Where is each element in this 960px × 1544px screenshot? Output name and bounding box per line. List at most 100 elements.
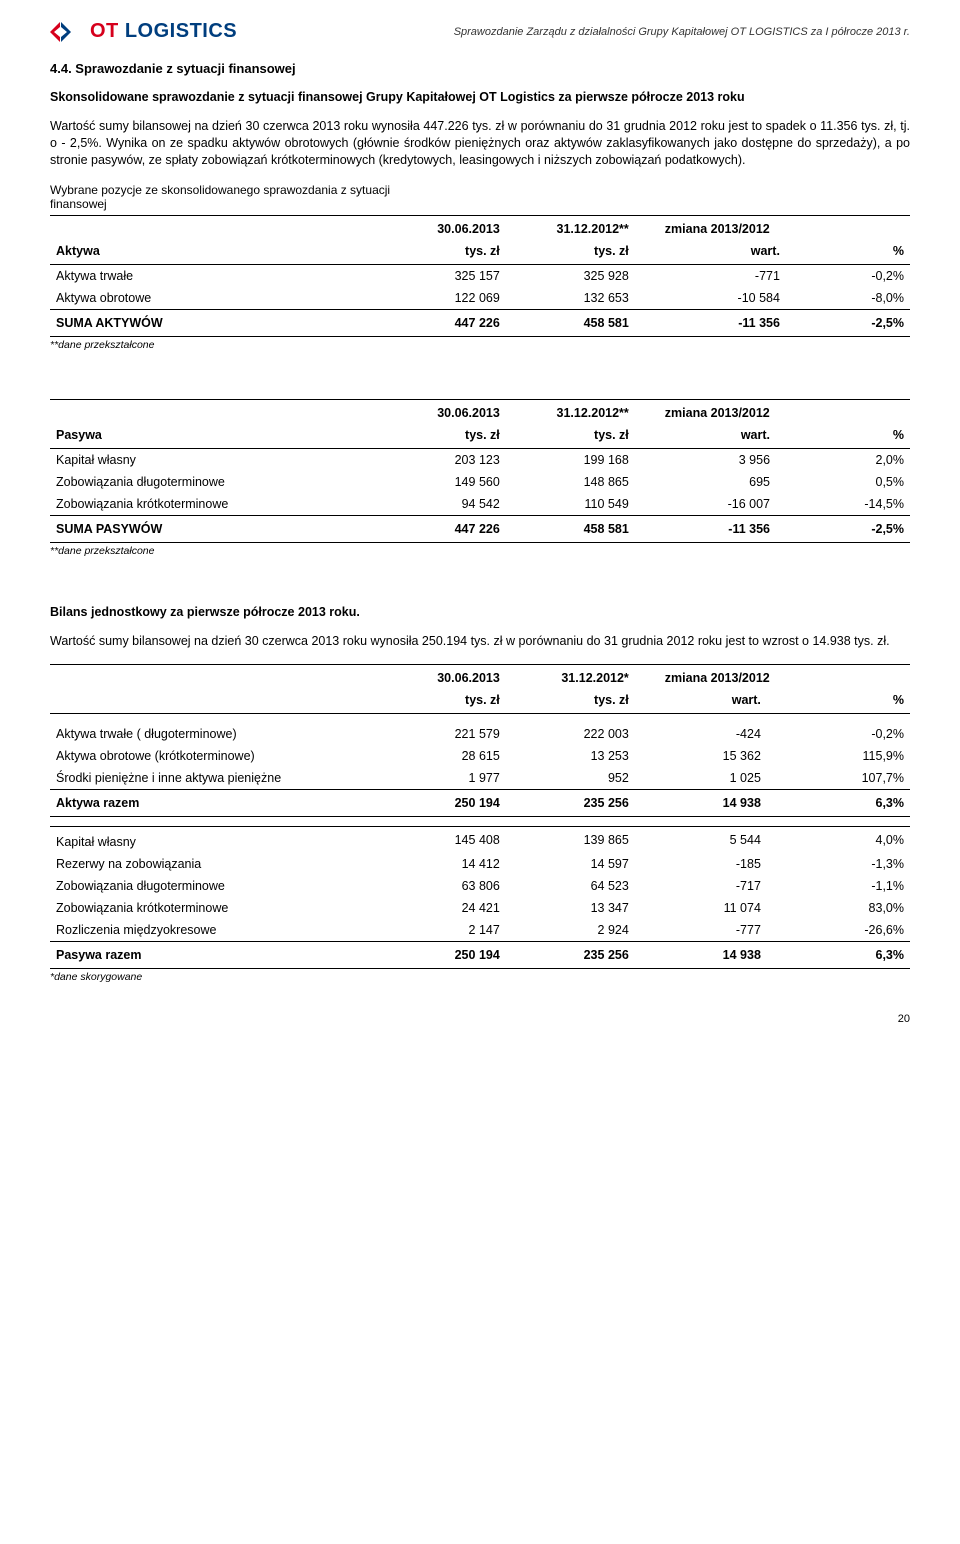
table-row: Aktywa tys. zł tys. zł wart. %	[50, 240, 910, 265]
cell: Aktywa trwałe	[50, 264, 377, 287]
cell: 1 977	[377, 767, 506, 790]
table-caption: Wybrane pozycje ze skonsolidowanego spra…	[50, 183, 910, 216]
cell: Aktywa obrotowe (krótkoterminowe)	[50, 745, 377, 767]
cell: 2 147	[377, 919, 506, 942]
footnote: *dane skorygowane	[50, 971, 910, 983]
cell: Zobowiązania długoterminowe	[50, 471, 377, 493]
cell: 222 003	[506, 723, 635, 745]
cell: 14 938	[635, 790, 767, 817]
unit: %	[776, 424, 910, 449]
table-row: Aktywa trwałe ( długoterminowe) 221 579 …	[50, 723, 910, 745]
table-row	[50, 817, 910, 827]
cell: -771	[635, 264, 786, 287]
table-row: Środki pieniężne i inne aktywa pieniężne…	[50, 767, 910, 790]
logo-logistics: LOGISTICS	[119, 20, 237, 42]
cell: -26,6%	[767, 919, 910, 942]
cell: -777	[635, 919, 767, 942]
cell: 0,5%	[776, 471, 910, 493]
cell: 6,3%	[767, 942, 910, 969]
cell: -0,2%	[767, 723, 910, 745]
cell: Zobowiązania krótkoterminowe	[50, 493, 377, 516]
table-row: Aktywa obrotowe 122 069 132 653 -10 584 …	[50, 287, 910, 310]
cell: 63 806	[377, 875, 506, 897]
table-row: Aktywa trwałe 325 157 325 928 -771 -0,2%	[50, 264, 910, 287]
cell: 695	[635, 471, 776, 493]
cell: Kapitał własny	[50, 448, 377, 471]
cell: 139 865	[506, 827, 635, 854]
cell: 4,0%	[767, 827, 910, 854]
unit: tys. zł	[506, 424, 635, 449]
cell: 148 865	[506, 471, 635, 493]
table-row: Zobowiązania długoterminowe 63 806 64 52…	[50, 875, 910, 897]
footnote: **dane przekształcone	[50, 545, 910, 557]
bilans-table: 30.06.2013 31.12.2012* zmiana 2013/2012 …	[50, 665, 910, 970]
cell: 115,9%	[767, 745, 910, 767]
cell: 3 956	[635, 448, 776, 471]
cell: 5 544	[635, 827, 767, 854]
table-row: Rezerwy na zobowiązania 14 412 14 597 -1…	[50, 853, 910, 875]
cell: -10 584	[635, 287, 786, 310]
section-title: 4.4. Sprawozdanie z sytuacji finansowej	[50, 61, 910, 76]
page-number: 20	[50, 1013, 910, 1025]
cell: -11 356	[635, 309, 786, 336]
col-header: 31.12.2012**	[506, 216, 635, 240]
aktywa-table: 30.06.2013 31.12.2012** zmiana 2013/2012…	[50, 216, 910, 337]
table-row: Zobowiązania krótkoterminowe 24 421 13 3…	[50, 897, 910, 919]
cell: 1 025	[635, 767, 767, 790]
cell: -1,3%	[767, 853, 910, 875]
cell: 325 157	[377, 264, 506, 287]
col-header: 31.12.2012**	[506, 400, 635, 424]
cell: 15 362	[635, 745, 767, 767]
cell: 110 549	[506, 493, 635, 516]
table-row: 30.06.2013 31.12.2012** zmiana 2013/2012	[50, 400, 910, 424]
cell: 235 256	[506, 942, 635, 969]
row-head: Pasywa	[50, 424, 377, 449]
cell: -2,5%	[786, 309, 910, 336]
cell: Zobowiązania długoterminowe	[50, 875, 377, 897]
cell: -717	[635, 875, 767, 897]
cell: Aktywa razem	[50, 790, 377, 817]
cell: 325 928	[506, 264, 635, 287]
col-header: zmiana 2013/2012	[635, 665, 910, 689]
unit: %	[786, 240, 910, 265]
cell: 458 581	[506, 515, 635, 542]
cell: 203 123	[377, 448, 506, 471]
cell: SUMA PASYWÓW	[50, 515, 377, 542]
table-row: 30.06.2013 31.12.2012** zmiana 2013/2012	[50, 216, 910, 240]
cell: 250 194	[377, 790, 506, 817]
table-caption-line1: Wybrane pozycje ze skonsolidowanego spra…	[50, 183, 910, 197]
cell: 24 421	[377, 897, 506, 919]
logo-arrows-icon	[50, 22, 84, 42]
col-header: 30.06.2013	[377, 665, 506, 689]
logo-text: OT LOGISTICS	[90, 20, 237, 43]
table-row: Kapitał własny 203 123 199 168 3 956 2,0…	[50, 448, 910, 471]
page-header: OT LOGISTICS Sprawozdanie Zarządu z dzia…	[50, 20, 910, 43]
table-row: Zobowiązania krótkoterminowe 94 542 110 …	[50, 493, 910, 516]
table-row: Pasywa tys. zł tys. zł wart. %	[50, 424, 910, 449]
cell: 2,0%	[776, 448, 910, 471]
cell: Zobowiązania krótkoterminowe	[50, 897, 377, 919]
cell: 221 579	[377, 723, 506, 745]
unit: tys. zł	[377, 240, 506, 265]
col-header: 31.12.2012*	[506, 665, 635, 689]
cell: 64 523	[506, 875, 635, 897]
unit: wart.	[635, 424, 776, 449]
unit: tys. zł	[506, 240, 635, 265]
col-header: zmiana 2013/2012	[635, 400, 910, 424]
unit: tys. zł	[506, 689, 635, 714]
logo-ot: OT	[90, 20, 119, 42]
cell: -2,5%	[776, 515, 910, 542]
cell: 149 560	[377, 471, 506, 493]
table-row: 30.06.2013 31.12.2012* zmiana 2013/2012	[50, 665, 910, 689]
cell: Środki pieniężne i inne aktywa pieniężne	[50, 767, 377, 790]
table-row: Aktywa obrotowe (krótkoterminowe) 28 615…	[50, 745, 910, 767]
table-row: Zobowiązania długoterminowe 149 560 148 …	[50, 471, 910, 493]
cell: Rozliczenia międzyokresowe	[50, 919, 377, 942]
section-paragraph: Wartość sumy bilansowej na dzień 30 czer…	[50, 118, 910, 169]
cell: -8,0%	[786, 287, 910, 310]
cell: 250 194	[377, 942, 506, 969]
logo: OT LOGISTICS	[50, 20, 237, 43]
cell: 2 924	[506, 919, 635, 942]
section2-paragraph: Wartość sumy bilansowej na dzień 30 czer…	[50, 633, 910, 650]
unit: tys. zł	[377, 424, 506, 449]
